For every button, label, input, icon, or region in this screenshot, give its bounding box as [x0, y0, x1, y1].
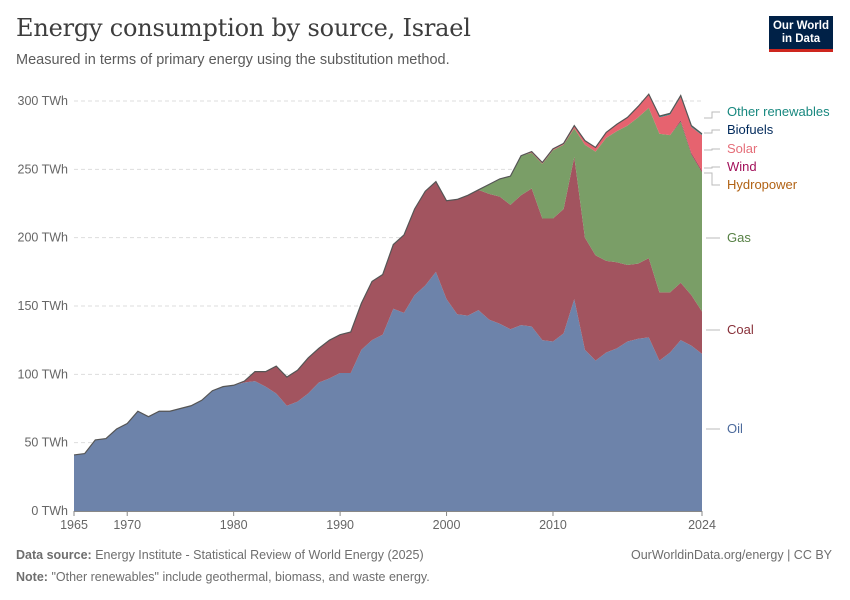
chart-subtitle: Measured in terms of primary energy usin…	[16, 52, 450, 68]
note-label: Note:	[16, 570, 48, 584]
x-tick-label: 2010	[539, 518, 567, 532]
legend-connector	[704, 111, 720, 119]
chart-note: Note: "Other renewables" include geother…	[16, 570, 430, 584]
chart-title: Energy consumption by source, Israel	[16, 14, 471, 42]
x-tick-label: 2024	[688, 518, 716, 532]
legend-connector	[704, 129, 720, 134]
x-tick-label: 1965	[60, 518, 88, 532]
area-coal[interactable]	[74, 157, 702, 455]
y-tick-label: 100 TWh	[18, 367, 69, 381]
y-tick-label: 250 TWh	[18, 162, 69, 176]
legend-label-oil[interactable]: Oil	[727, 421, 743, 436]
note-text: "Other renewables" include geothermal, b…	[51, 570, 430, 584]
area-oil[interactable]	[74, 271, 702, 511]
y-tick-label: 300 TWh	[18, 94, 69, 108]
y-tick-label: 150 TWh	[18, 299, 69, 313]
x-tick-label: 1980	[220, 518, 248, 532]
x-tick-label: 2000	[433, 518, 461, 532]
y-tick-label: 0 TWh	[31, 504, 68, 518]
logo-line-2: in Data	[781, 33, 821, 45]
source-text[interactable]: Energy Institute - Statistical Review of…	[95, 548, 424, 562]
source-label: Data source:	[16, 548, 92, 562]
legend-label-other-renewables[interactable]: Other renewables	[727, 104, 830, 119]
data-source: Data source: Energy Institute - Statisti…	[16, 548, 424, 562]
x-tick-label: 1990	[326, 518, 354, 532]
legend-label-biofuels[interactable]: Biofuels	[727, 122, 774, 137]
y-tick-label: 200 TWh	[18, 231, 69, 245]
legend-connector	[704, 172, 720, 186]
credit-link[interactable]: OurWorldinData.org/energy | CC BY	[630, 548, 832, 562]
x-tick-label: 1970	[113, 518, 141, 532]
series-areas	[73, 93, 703, 511]
legend: Oil Coal Gas Hydropower Wind Solar Biofuels Oth…	[704, 104, 830, 436]
legend-connector	[704, 148, 720, 151]
y-tick-label: 50 TWh	[24, 436, 68, 450]
legend-connector	[704, 166, 720, 169]
area-gas[interactable]	[74, 107, 702, 455]
logo-line-1: Our World	[772, 20, 829, 32]
total-outline	[73, 93, 703, 456]
legend-label-wind[interactable]: Wind	[727, 159, 757, 174]
legend-label-solar[interactable]: Solar	[727, 141, 758, 156]
legend-label-gas[interactable]: Gas	[727, 230, 751, 245]
legend-label-hydropower[interactable]: Hydropower	[727, 177, 798, 192]
x-axis: 1965 1970 1980 1990 2000 2010 2024	[60, 511, 716, 532]
owid-logo[interactable]: Our World in Data	[769, 16, 833, 52]
y-axis: 0 TWh 50 TWh 100 TWh 150 TWh 200 TWh 250 TWh 3…	[18, 94, 69, 518]
legend-label-coal[interactable]: Coal	[727, 322, 754, 337]
